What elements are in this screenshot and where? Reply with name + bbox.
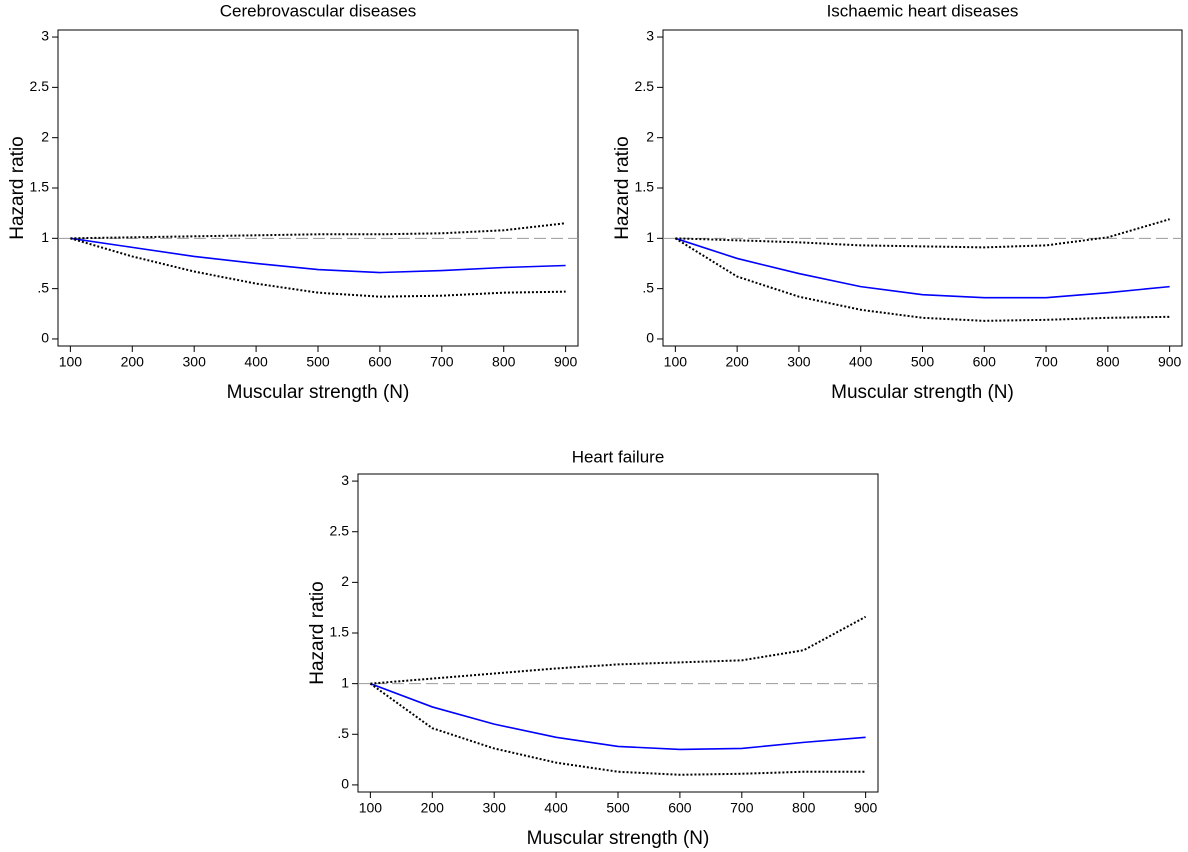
y-tick-label: 0 [41,330,49,346]
x-tick-label: 300 [183,354,207,370]
series-line [369,682,866,776]
series-line [674,237,1170,322]
x-tick-label: 200 [121,354,145,370]
y-tick-label: 1.5 [635,179,655,195]
y-axis-label: Hazard ratio [7,136,28,240]
x-tick-label: 100 [359,800,383,816]
y-tick-label: 1 [41,229,49,245]
y-tick-label: 2 [41,128,49,144]
x-tick-label: 200 [421,800,445,816]
plot-frame [357,473,879,793]
x-tick-label: 600 [973,354,997,370]
y-tick-label: 2.5 [330,522,350,538]
x-tick-label: 800 [492,354,516,370]
x-tick-label: 600 [668,800,692,816]
y-tick-label: .5 [642,279,654,295]
y-axis-label: Hazard ratio [307,581,328,685]
chart-title: Cerebrovascular diseases [220,1,417,20]
x-tick-label: 500 [306,354,330,370]
x-tick-label: 800 [1096,354,1120,370]
chart-title: Heart failure [572,447,665,466]
x-tick-label: 200 [725,354,749,370]
x-tick-label: 600 [368,354,392,370]
y-tick-label: 2.5 [635,78,655,94]
x-axis-label: Muscular strength (N) [831,382,1014,403]
y-tick-label: 3 [646,28,654,44]
x-tick-label: 400 [244,354,268,370]
x-tick-label: 100 [59,354,83,370]
y-tick-label: 2 [646,128,654,144]
series-line [70,222,566,240]
x-tick-label: 900 [554,354,578,370]
plot-frame [662,29,1183,347]
x-tick-label: 300 [483,800,507,816]
y-tick-label: 1 [341,674,349,690]
y-tick-label: .5 [37,279,49,295]
x-tick-label: 400 [849,354,873,370]
x-tick-label: 500 [911,354,935,370]
series-line [675,218,1170,249]
y-tick-label: 1 [646,229,654,245]
x-axis-label: Muscular strength (N) [527,828,710,849]
series-line [370,682,866,751]
y-tick-label: 1.5 [330,624,350,640]
x-tick-label: 300 [787,354,811,370]
x-tick-label: 400 [544,800,568,816]
y-tick-label: 0 [341,776,349,792]
plot-frame [57,29,579,347]
y-tick-label: 3 [341,472,349,488]
y-tick-label: 2 [341,573,349,589]
y-tick-label: 2.5 [30,78,50,94]
series-line [675,237,1170,299]
x-tick-label: 100 [664,354,688,370]
y-axis-label: Hazard ratio [612,136,633,240]
series-line [70,237,566,274]
x-tick-label: 700 [1034,354,1058,370]
y-tick-label: 0 [646,330,654,346]
x-tick-label: 500 [606,800,630,816]
y-tick-label: 3 [41,28,49,44]
chart-title: Ischaemic heart diseases [827,1,1019,20]
x-tick-label: 900 [854,800,878,816]
series-line [70,237,566,298]
y-tick-label: .5 [337,725,349,741]
y-tick-label: 1.5 [30,179,50,195]
x-tick-label: 700 [730,800,754,816]
x-axis-label: Muscular strength (N) [227,382,410,403]
x-tick-label: 900 [1158,354,1182,370]
x-tick-label: 800 [792,800,816,816]
series-line [370,615,867,685]
x-tick-label: 700 [430,354,454,370]
